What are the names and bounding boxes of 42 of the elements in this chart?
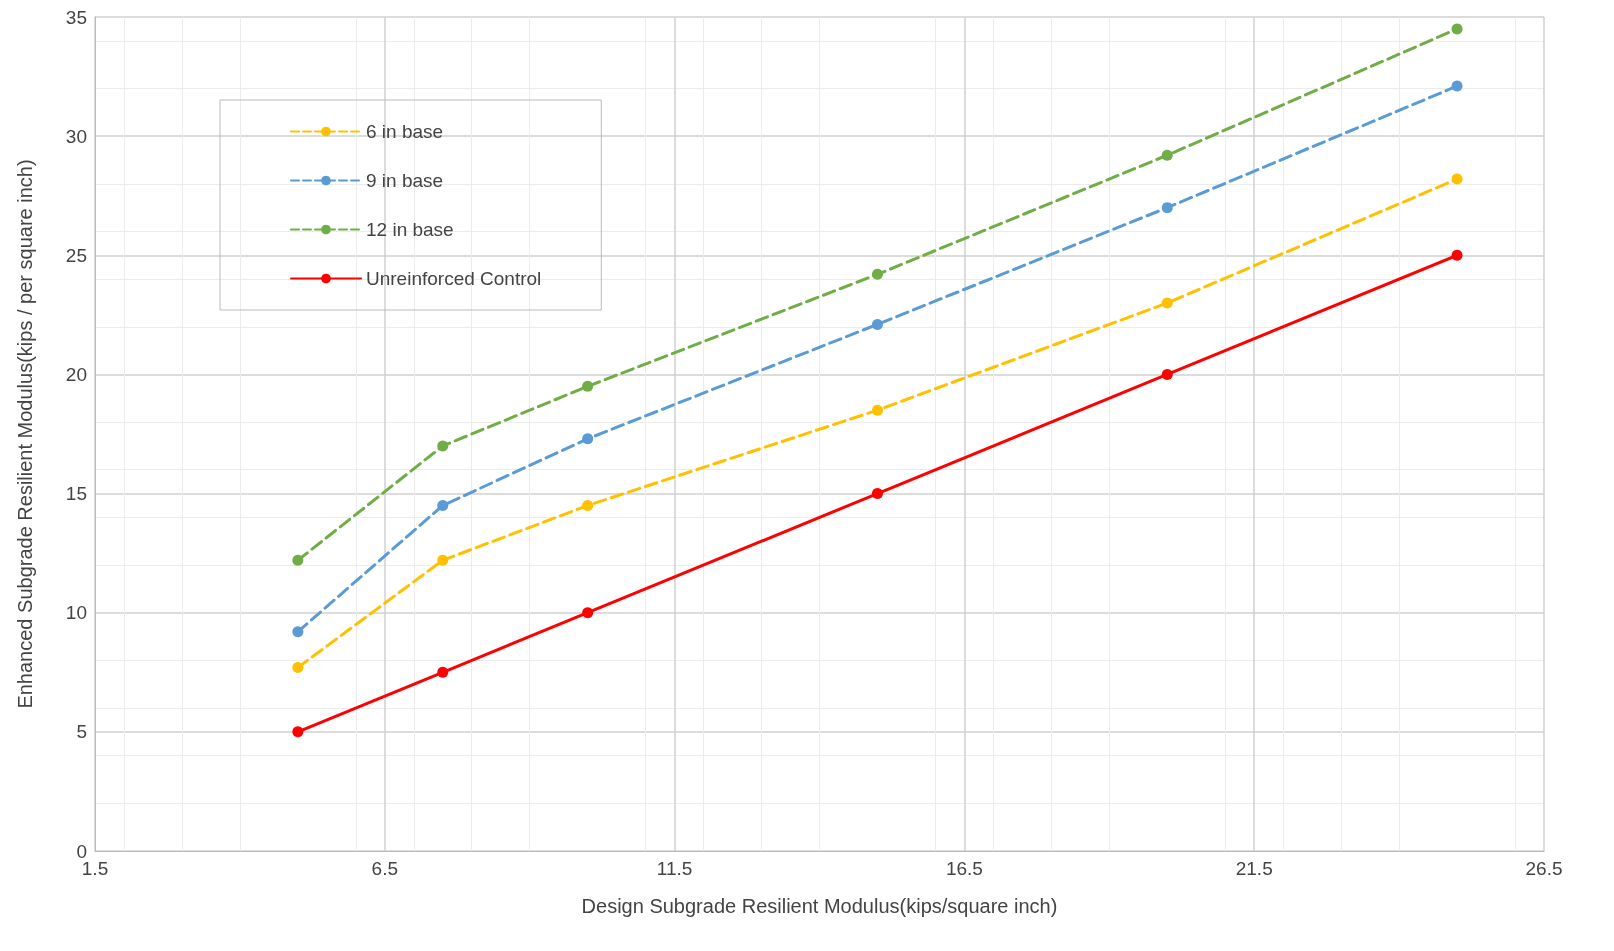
legend-label: 9 in base <box>366 170 444 191</box>
legend-label: 6 in base <box>366 121 444 142</box>
point <box>437 499 449 511</box>
x-tick-label: 26.5 <box>1525 858 1563 879</box>
point <box>1161 149 1173 161</box>
y-tick-label: 5 <box>76 721 87 743</box>
x-tick-label: 11.5 <box>656 858 693 879</box>
point <box>582 380 594 392</box>
point <box>871 268 883 280</box>
point <box>437 440 449 452</box>
point <box>1451 249 1463 261</box>
point <box>437 554 449 566</box>
y-tick-label: 35 <box>65 6 87 28</box>
x-axis-title: Design Subgrade Resilient Modulus(kips/square inch) <box>581 895 1058 917</box>
point <box>582 499 594 511</box>
x-tick-label: 16.5 <box>945 858 983 879</box>
point <box>1451 173 1463 185</box>
legend-label: Unreinforced Control <box>366 268 542 289</box>
point <box>871 488 883 500</box>
legend-label: 12 in base <box>366 219 454 240</box>
point <box>582 433 594 445</box>
y-tick-label: 10 <box>65 602 87 624</box>
point <box>1451 23 1463 35</box>
point <box>292 554 304 566</box>
point <box>437 666 449 678</box>
point <box>1451 80 1463 92</box>
point <box>582 607 594 619</box>
point <box>292 726 304 738</box>
point <box>1161 297 1173 309</box>
point <box>1161 368 1173 380</box>
point <box>292 626 304 638</box>
point <box>292 662 304 674</box>
y-tick-label: 20 <box>65 363 87 385</box>
y-tick-label: 15 <box>65 483 87 505</box>
point <box>1161 202 1173 214</box>
point <box>871 404 883 416</box>
y-tick-label: 30 <box>65 125 87 147</box>
y-tick-label: 25 <box>65 244 87 266</box>
y-axis-title: Enhanced Subgrade Resilient Modulus(kips / per square inch) <box>14 159 36 709</box>
x-tick-label: 6.5 <box>371 858 399 879</box>
point <box>871 318 883 330</box>
x-tick-label: 21.5 <box>1235 858 1273 879</box>
